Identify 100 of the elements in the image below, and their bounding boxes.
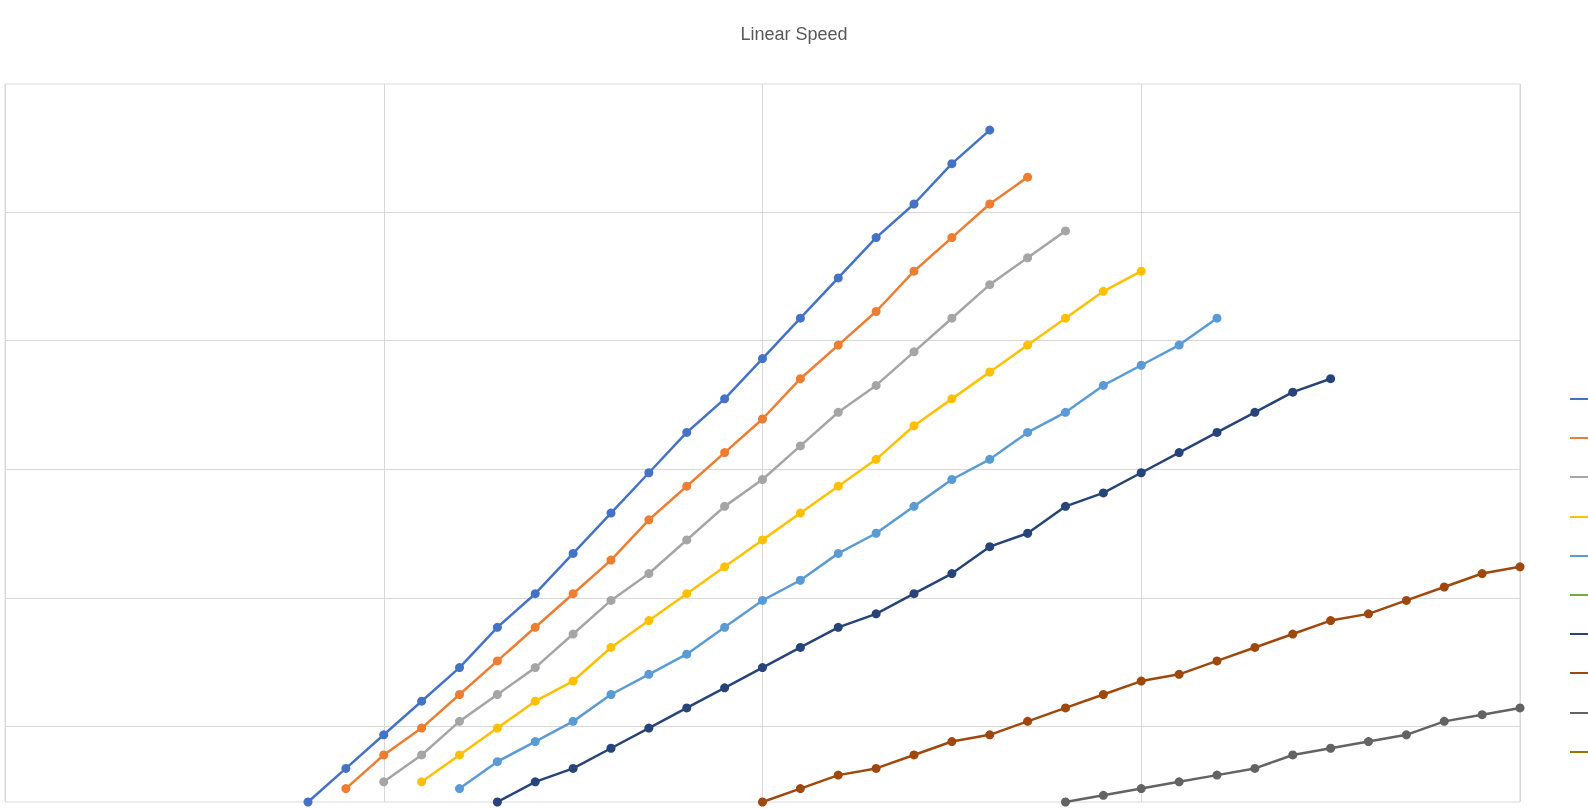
point	[1174, 669, 1184, 679]
point	[606, 690, 616, 699]
point	[568, 763, 578, 773]
point	[606, 555, 616, 565]
point	[1061, 407, 1070, 417]
point	[644, 515, 654, 525]
point	[909, 199, 919, 209]
point	[795, 508, 805, 518]
point	[1477, 569, 1487, 579]
point	[1098, 286, 1108, 296]
point	[795, 374, 805, 384]
point	[341, 784, 351, 794]
point	[758, 535, 767, 545]
point	[492, 757, 502, 767]
point	[530, 777, 540, 787]
point	[871, 609, 881, 619]
point	[720, 394, 730, 404]
point	[379, 750, 389, 760]
point	[1136, 266, 1146, 276]
point	[1098, 790, 1108, 800]
point	[720, 683, 730, 693]
point	[947, 313, 957, 323]
point	[568, 548, 578, 558]
point	[720, 622, 730, 632]
point	[758, 595, 767, 605]
point	[985, 199, 995, 209]
point	[455, 716, 464, 726]
point	[795, 441, 805, 451]
point	[568, 589, 578, 599]
point	[606, 642, 616, 652]
point	[1174, 777, 1184, 787]
point	[1439, 716, 1449, 726]
point	[985, 542, 995, 552]
point	[833, 622, 843, 632]
point	[379, 730, 389, 740]
point	[682, 427, 692, 437]
point	[455, 663, 464, 673]
point	[985, 730, 995, 740]
point	[644, 616, 654, 626]
point	[417, 723, 427, 733]
point	[1364, 737, 1373, 747]
point	[530, 589, 540, 599]
point	[455, 784, 464, 794]
point	[871, 380, 881, 390]
point	[985, 125, 995, 135]
point	[644, 669, 654, 679]
point	[1326, 743, 1336, 753]
point	[1061, 226, 1070, 236]
point	[985, 280, 995, 290]
point	[947, 474, 957, 484]
point	[1023, 716, 1033, 726]
point	[1136, 784, 1146, 794]
point	[530, 622, 540, 632]
point	[985, 367, 995, 377]
point	[833, 407, 843, 417]
point	[682, 535, 692, 545]
point	[341, 763, 351, 773]
point	[871, 763, 881, 773]
point	[1212, 313, 1222, 323]
point	[492, 656, 502, 666]
point	[947, 159, 957, 169]
point	[417, 696, 427, 706]
point	[985, 454, 995, 464]
point	[1250, 763, 1260, 773]
point	[833, 273, 843, 283]
point	[1023, 172, 1033, 182]
point	[1136, 468, 1146, 478]
point	[1250, 642, 1260, 652]
point	[947, 569, 957, 579]
point	[682, 481, 692, 491]
point	[795, 784, 805, 794]
point	[1098, 690, 1108, 699]
point	[758, 474, 767, 484]
point	[492, 622, 502, 632]
point	[1023, 427, 1033, 437]
point	[417, 777, 427, 787]
point	[682, 703, 692, 713]
point	[758, 354, 767, 364]
point	[417, 750, 427, 760]
point	[1515, 562, 1525, 572]
point	[1250, 407, 1260, 417]
point	[1326, 374, 1336, 384]
point	[947, 394, 957, 404]
point	[947, 737, 957, 747]
point	[1515, 703, 1525, 713]
point	[720, 501, 730, 511]
point	[644, 468, 654, 478]
point	[909, 347, 919, 357]
point	[909, 266, 919, 276]
point	[1401, 730, 1411, 740]
point	[455, 750, 464, 760]
point	[1061, 313, 1070, 323]
point	[1023, 528, 1033, 538]
point	[1212, 656, 1222, 666]
point	[909, 421, 919, 431]
point	[871, 233, 881, 243]
point	[758, 414, 767, 424]
point	[833, 340, 843, 350]
point	[947, 233, 957, 243]
point	[606, 743, 616, 753]
